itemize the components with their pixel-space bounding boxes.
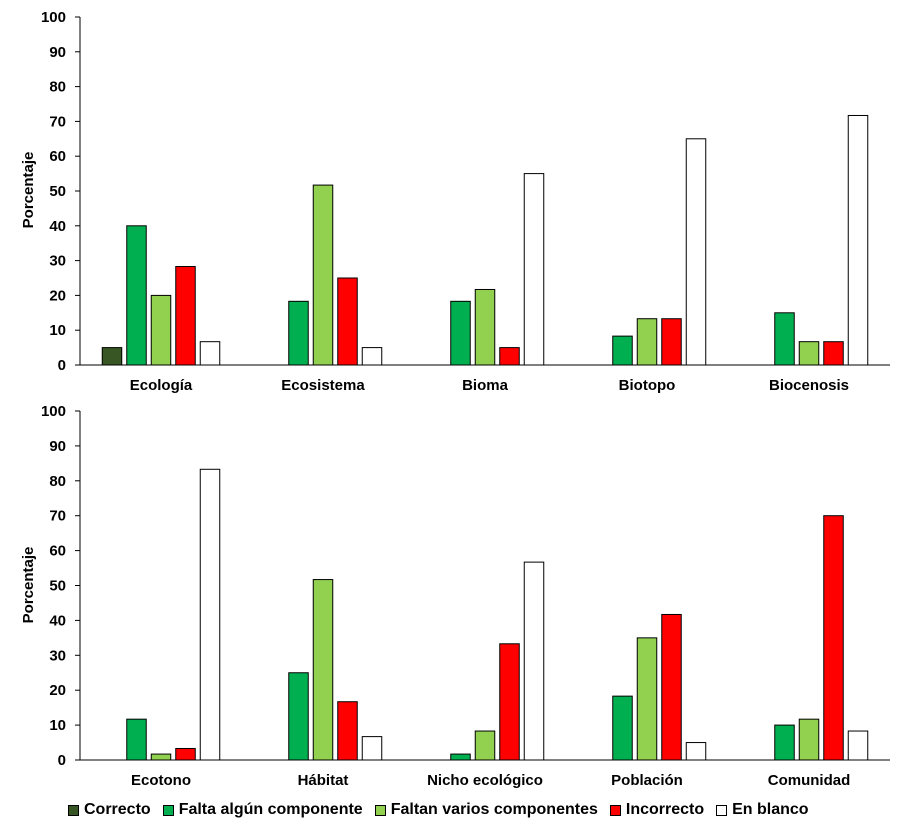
legend-label-falta-algun: Falta algún componente [178,801,363,818]
bar-falta-algún-componente [126,718,147,761]
y-tick-label: 80 [49,79,66,96]
bar-incorrecto [661,318,682,366]
bar-incorrecto [823,341,844,366]
bar-en-blanco [199,468,221,761]
y-tick-label: 0 [58,357,66,374]
bar-faltan-varios-componentes [798,718,820,761]
y-tick-label: 20 [49,682,66,699]
x-category-label: Nicho ecológico [427,772,543,789]
y-tick-label: 70 [49,508,66,525]
x-category-label: Bioma [462,377,509,394]
bar-faltan-varios-componentes [150,753,172,761]
y-tick-label: 40 [49,612,66,629]
y-tick-label: 10 [49,322,66,339]
bar-falta-algún-componente [288,300,309,366]
bar-falta-algún-componente [288,672,309,761]
bar-falta-algún-componente [126,225,147,366]
bar-incorrecto [499,643,520,761]
bar-falta-algún-componente [450,753,471,761]
chart-panel-1: 0 10 20 30 40 50 60 70 80 90 100 Porcentaje Ecología… [20,9,890,394]
y-tick-label: 60 [49,148,66,165]
bar-incorrecto [337,701,358,761]
legend-item-faltan-varios: Faltan varios componentes [374,801,598,819]
bar-falta-algún-componente [774,724,795,761]
legend-swatch-faltan-varios [374,804,386,816]
bar-falta-algún-componente [774,312,795,366]
bar-faltan-varios-componentes [798,341,820,366]
y-tick-label: 50 [49,183,66,200]
bar-faltan-varios-componentes [636,637,658,761]
y-tick-label: 80 [49,473,66,490]
legend-swatch-en-blanco [716,804,728,816]
bar-faltan-varios-componentes [150,294,172,366]
y-tick-label: 100 [41,403,66,420]
legend-label-incorrecto: Incorrecto [625,801,705,818]
bar-en-blanco [847,114,869,366]
bar-falta-algún-componente [612,335,633,366]
bar-faltan-varios-componentes [474,730,496,761]
bar-faltan-varios-componentes [636,318,658,366]
bar-incorrecto [499,347,520,366]
x-category-label: Biocenosis [769,377,849,394]
legend-label-correcto: Correcto [84,801,151,818]
chart-panel-2: 0 10 20 30 40 50 60 70 80 90 100 Porcentaje Ecotono H… [20,403,890,789]
bar-en-blanco [523,173,545,366]
bar-en-blanco [685,138,707,366]
bar-incorrecto [823,515,844,761]
y-tick-label: 40 [49,218,66,235]
x-category-label: Población [611,772,683,789]
x-category-label: Comunidad [768,772,851,789]
y-tick-label: 30 [49,647,66,664]
x-category-label: Biotopo [619,377,676,394]
bar-en-blanco [523,561,545,761]
y-tick-label: 50 [49,578,66,595]
y-tick-label: 60 [49,543,66,560]
y-tick-label: 0 [58,752,66,769]
bar-incorrecto [175,266,196,366]
legend-label-en-blanco: En blanco [732,801,809,818]
y-tick-label: 20 [49,287,66,304]
legend-item-incorrecto: Incorrecto [609,801,705,819]
y-tick-label: 10 [49,717,66,734]
y-tick-label: 70 [49,113,66,130]
bar-falta-algún-componente [450,300,471,366]
y-axis-title: Porcentaje [20,547,37,624]
bar-en-blanco [847,730,869,761]
bar-en-blanco [361,347,383,366]
bar-incorrecto [661,613,682,761]
x-category-label: Ecología [130,377,193,394]
y-tick-label: 90 [49,44,66,61]
bar-falta-algún-componente [612,695,633,761]
bar-en-blanco [199,341,221,366]
x-category-label: Ecotono [131,772,191,789]
bar-faltan-varios-componentes [312,579,334,761]
legend: Correcto Falta algún componente Faltan v… [68,798,821,822]
legend-swatch-incorrecto [609,804,621,816]
bar-faltan-varios-componentes [312,184,334,366]
legend-swatch-correcto [68,804,79,816]
legend-label-faltan-varios: Faltan varios componentes [390,801,598,818]
bar-en-blanco [361,736,383,761]
bar-incorrecto [175,747,196,761]
y-axis-title: Porcentaje [20,152,37,229]
bar-incorrecto [337,277,358,366]
x-category-label: Hábitat [298,772,349,789]
y-tick-label: 90 [49,438,66,455]
y-tick-label: 30 [49,253,66,270]
y-tick-label: 100 [41,9,66,26]
x-category-label: Ecosistema [281,377,365,394]
legend-item-falta-algun: Falta algún componente [162,801,363,819]
bar-en-blanco [685,742,707,761]
bar-correcto [101,347,123,366]
legend-swatch-falta-algun [162,804,174,816]
legend-item-correcto: Correcto [68,801,151,819]
bar-faltan-varios-componentes [474,288,496,366]
legend-item-en-blanco: En blanco [716,801,809,819]
